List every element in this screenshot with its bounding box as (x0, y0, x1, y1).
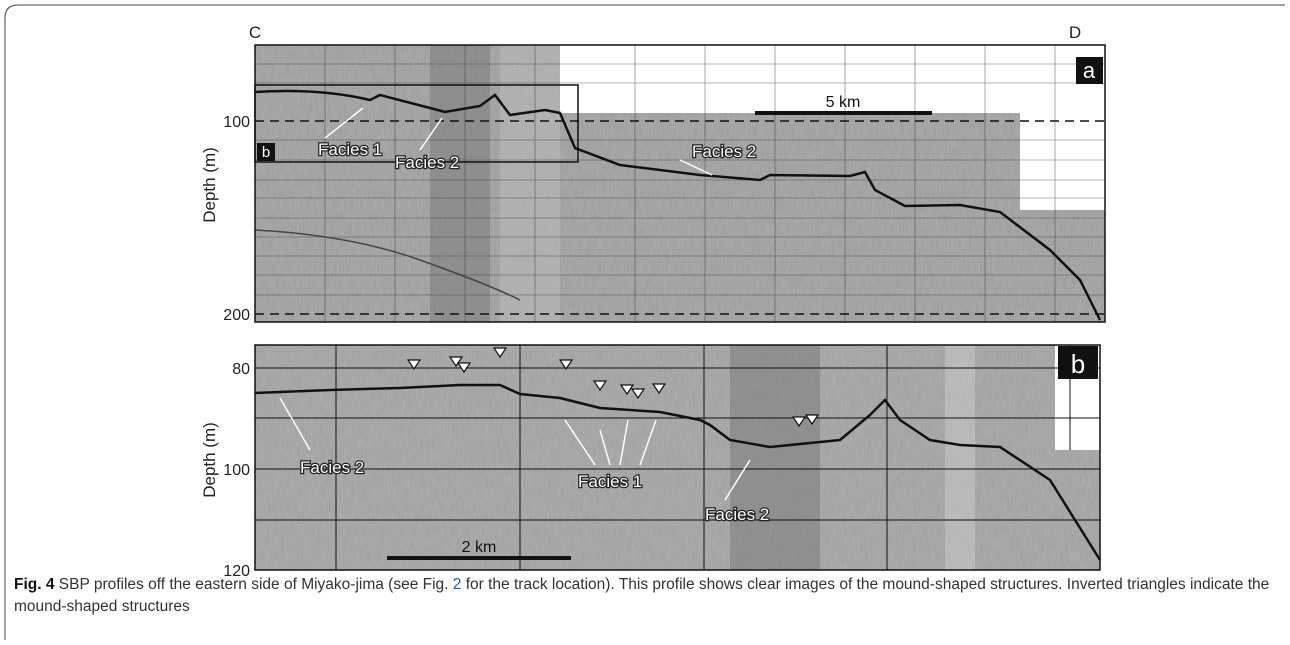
y-tick-label: 100 (223, 462, 250, 479)
annotation: Facies 2 (395, 153, 459, 172)
annotation: Facies 2 (300, 458, 364, 477)
y-axis-label: Depth (m) (200, 422, 219, 498)
panel-tag: a (1083, 58, 1096, 83)
mound-markers (406, 347, 820, 428)
y-axis-label: Depth (m) (200, 147, 219, 223)
annotation: Facies 1 (578, 472, 642, 491)
multiple (254, 229, 521, 301)
caption-label: Fig. 4 (14, 576, 55, 593)
profile-band (730, 345, 820, 570)
grid (255, 45, 1105, 322)
caption-text: for the track location). This profile sh… (14, 576, 1270, 615)
profile-band (945, 345, 975, 570)
seafloor (254, 383, 1102, 561)
panel-b: b 2 km 80 100 120 Depth (m) Facies 2 Fac… (200, 344, 1102, 580)
figure-link[interactable]: 2 (452, 576, 462, 593)
scale-label: 2 km (462, 539, 497, 556)
scale-label: 5 km (826, 94, 861, 111)
grid (255, 345, 1100, 570)
inset-tag-box (257, 143, 275, 161)
panel-tag: b (1071, 349, 1085, 379)
caption: Fig. 4 SBP profiles off the eastern side… (14, 574, 1274, 618)
y-tick-label: 100 (223, 114, 250, 131)
tag-box (1058, 346, 1098, 379)
tag-box (1076, 57, 1103, 84)
y-tick-label: 200 (223, 307, 250, 324)
caption-text: SBP profiles off the eastern side of Miy… (54, 576, 453, 593)
annotation: Facies 2 (692, 142, 756, 161)
y-tick-label: 80 (232, 361, 250, 378)
frame (254, 44, 1106, 323)
profile-start: C (249, 23, 261, 42)
panel-a: b a 5 km C D 100 200 Depth (m) Facies 1 … (200, 23, 1106, 324)
no-data (560, 45, 1020, 113)
arrows (324, 107, 713, 176)
figure-border (4, 4, 1285, 640)
profile-band (500, 45, 560, 322)
arrows (279, 397, 751, 501)
annotation: Facies 1 (318, 140, 382, 159)
inset-tag: b (262, 144, 270, 161)
seafloor (254, 89, 1102, 321)
frame (254, 344, 1101, 571)
profile-band (430, 45, 490, 322)
y-tick-label: 120 (223, 563, 250, 580)
profile-end: D (1069, 23, 1081, 42)
annotation: Facies 2 (705, 505, 769, 524)
